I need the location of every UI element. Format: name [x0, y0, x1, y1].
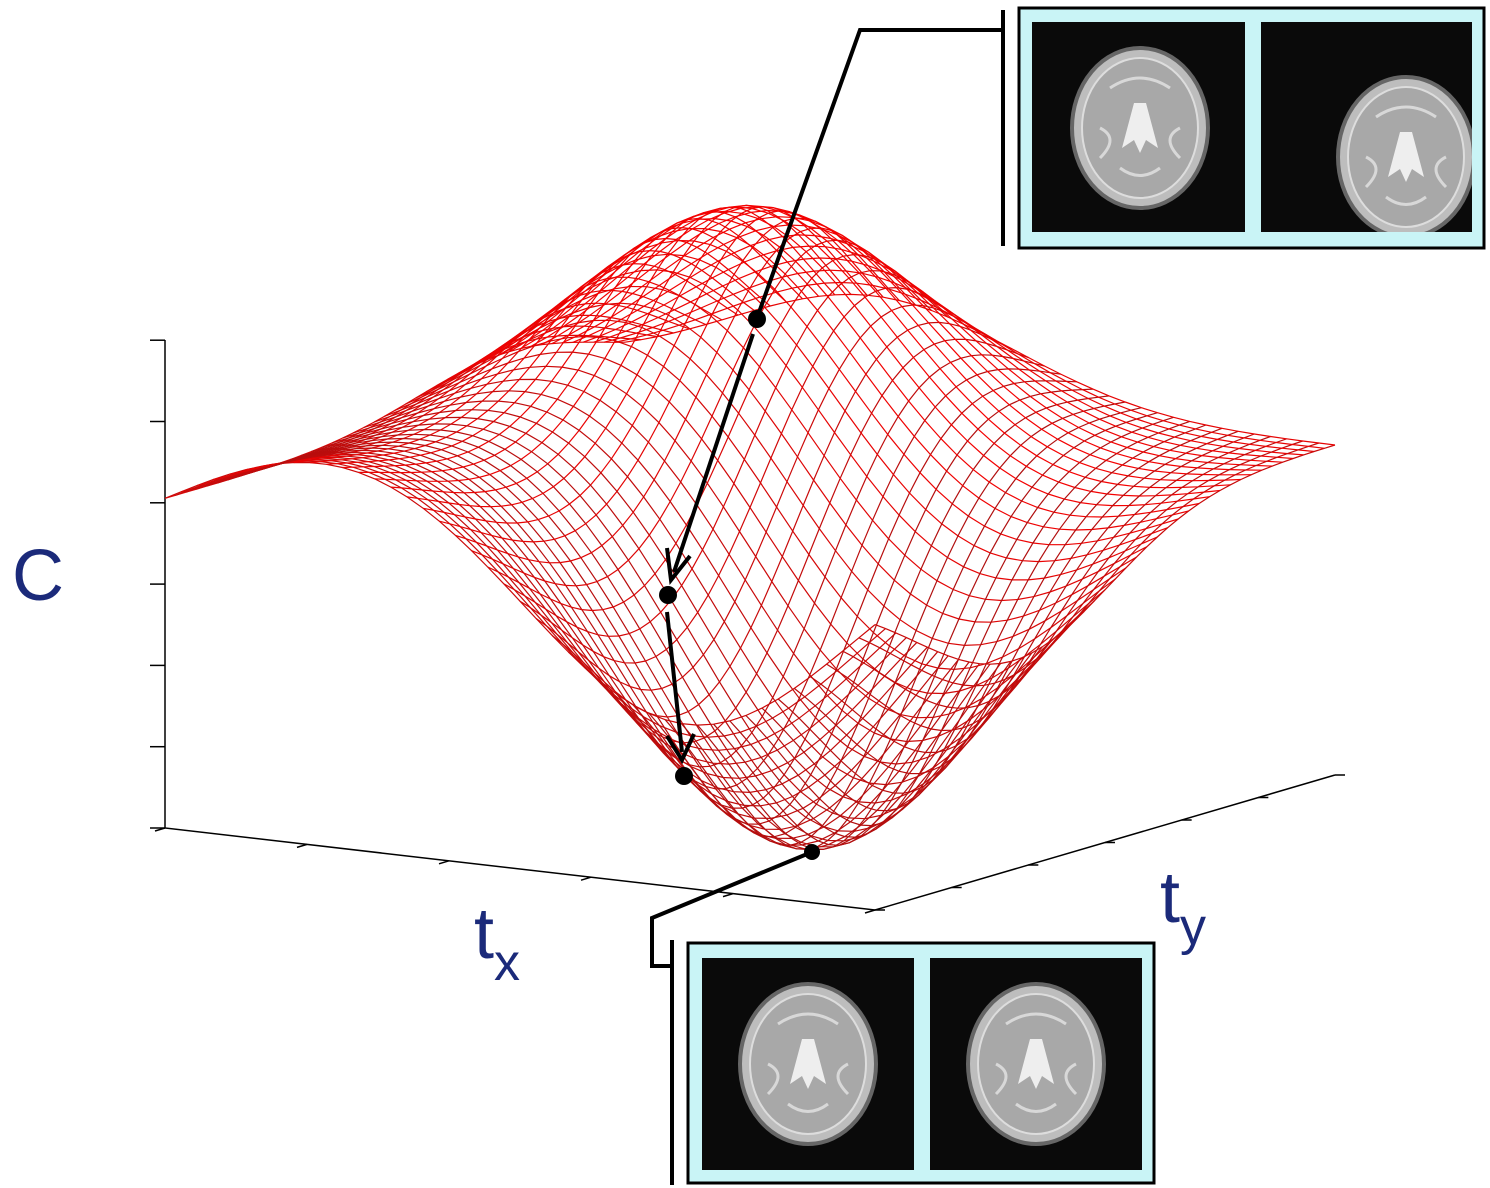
tick — [722, 892, 734, 898]
mesh-line — [457, 253, 1168, 563]
tick — [296, 843, 308, 849]
callout-line — [755, 28, 1003, 319]
brain-image — [1070, 46, 1210, 210]
tick — [580, 876, 592, 881]
point — [748, 310, 766, 328]
step-arrow — [665, 611, 684, 753]
label: t — [1160, 858, 1180, 938]
mesh-line — [858, 442, 1320, 687]
mesh-line — [632, 388, 1094, 825]
mesh-line — [520, 204, 1231, 489]
mesh-line — [261, 276, 723, 467]
arrow-head — [665, 733, 696, 765]
mesh-line — [777, 430, 1239, 794]
mesh-line — [729, 420, 1190, 838]
mesh-line — [826, 438, 1287, 732]
mesh-line — [238, 451, 949, 820]
tick — [154, 827, 166, 832]
points — [659, 310, 820, 860]
mesh-line — [541, 209, 1252, 476]
mesh-line — [374, 206, 836, 482]
mesh-line — [810, 435, 1271, 754]
mesh-line — [499, 210, 1210, 507]
point — [675, 767, 693, 785]
mesh-line — [488, 217, 1200, 518]
mesh-line — [624, 293, 1336, 446]
callouts — [650, 10, 1005, 1185]
mesh-line — [713, 416, 1174, 846]
cost-surface — [164, 204, 1336, 851]
mesh-line — [874, 444, 1336, 665]
mesh-line — [842, 440, 1303, 709]
mesh-line — [405, 335, 1116, 671]
mesh-line — [164, 461, 876, 726]
mesh-line — [745, 424, 1207, 827]
mesh-line — [332, 416, 1043, 820]
mesh-line — [572, 234, 1283, 463]
axes — [150, 339, 1345, 914]
mesh-line — [614, 281, 1325, 449]
mesh-line — [415, 319, 1127, 647]
label: t — [474, 894, 494, 974]
mesh-line — [394, 351, 1106, 695]
mesh-line — [478, 227, 1189, 531]
z-axis-label: C — [12, 536, 64, 616]
callout-line — [650, 850, 813, 968]
tick — [864, 909, 876, 914]
arrow-head — [665, 547, 692, 585]
mesh-line — [245, 289, 706, 471]
mesh-line — [568, 338, 1029, 744]
subscript: x — [494, 934, 520, 992]
inset-aligned — [686, 941, 1156, 1185]
mesh-line — [603, 269, 1315, 453]
mesh-line — [185, 459, 897, 751]
inset-misaligned — [1017, 6, 1486, 250]
point — [804, 844, 820, 860]
mesh-line — [535, 304, 997, 691]
mesh-line — [197, 325, 658, 486]
brain-image — [966, 982, 1106, 1146]
mesh-line — [551, 321, 1013, 718]
mesh-line — [761, 427, 1223, 812]
mesh-line — [509, 206, 1221, 497]
tick — [438, 860, 450, 865]
x-axis-label: tx — [474, 894, 520, 992]
mesh-line — [616, 380, 1077, 809]
mesh-line — [436, 285, 1148, 602]
brain-image — [1336, 75, 1472, 232]
y-axis-label: ty — [1160, 858, 1206, 956]
mesh-line — [697, 412, 1158, 851]
mesh-line — [321, 423, 1033, 832]
mesh-line — [300, 433, 1012, 848]
brain-image — [738, 982, 878, 1146]
mesh-line — [426, 302, 1137, 623]
mesh-line — [455, 227, 916, 564]
step-arrow — [672, 333, 755, 573]
mesh-line — [551, 216, 1262, 471]
point — [659, 586, 677, 604]
mesh-line — [562, 224, 1273, 467]
mesh-line — [593, 257, 1304, 456]
subscript: y — [1180, 898, 1206, 956]
mesh-line — [680, 407, 1142, 851]
